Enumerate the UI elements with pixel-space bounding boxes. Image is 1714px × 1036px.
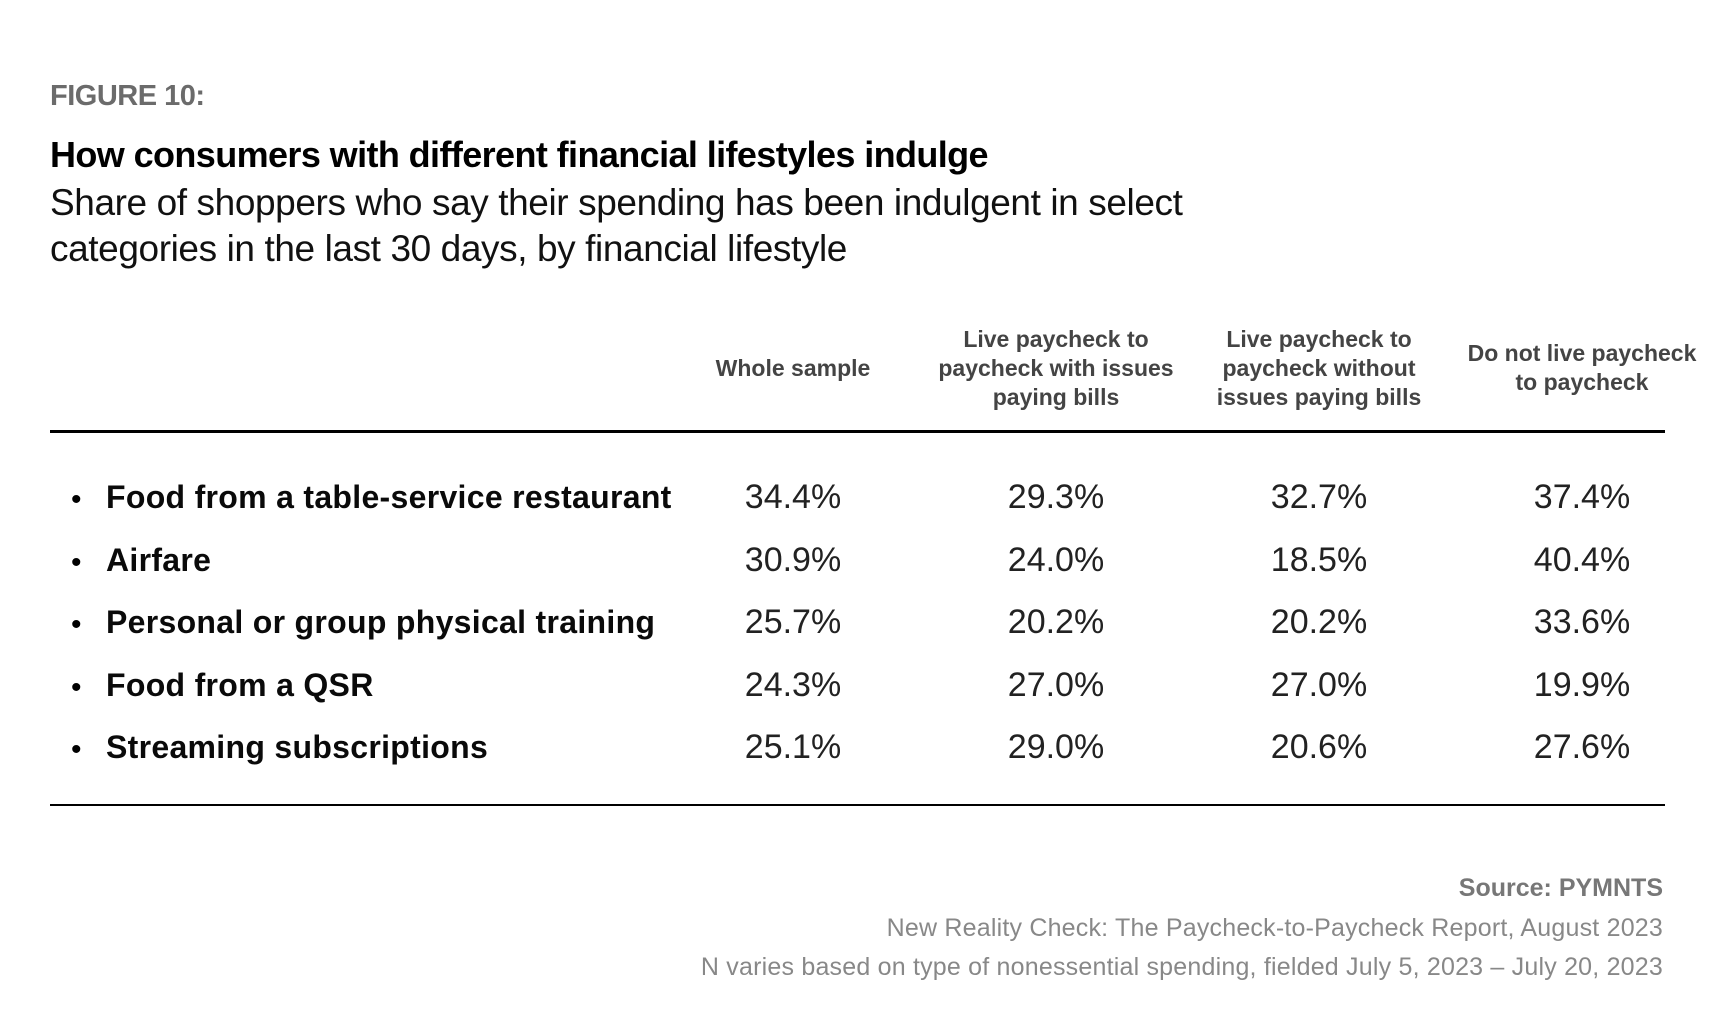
report-note: New Reality Check: The Paycheck-to-Paych… [886, 914, 1663, 942]
table-cell: 27.0% [1270, 665, 1368, 704]
table-cell: 18.5% [1270, 540, 1368, 579]
table-cell: 24.0% [1007, 540, 1105, 579]
footer-rule [50, 804, 1665, 806]
row-label: Food from a table-service restaurant [106, 479, 672, 515]
table-row: • Streaming subscriptions 25.1% 29.0% 20.6% 2… [0, 725, 1714, 775]
bullet-icon: • [71, 545, 82, 579]
bullet-icon: • [71, 670, 82, 704]
table-cell: 27.6% [1533, 728, 1631, 766]
table-cell: 29.0% [1007, 728, 1105, 766]
table-cell: 20.6% [1270, 728, 1368, 766]
table-cell: 29.3% [1007, 478, 1105, 516]
row-label: Streaming subscriptions [106, 729, 489, 765]
row-label: Airfare [106, 541, 212, 578]
column-header-ptp-with-issues: Live paycheck to paycheck with issues pa… [938, 325, 1174, 410]
table-cell: 34.4% [744, 478, 842, 516]
bullet-icon: • [71, 733, 82, 766]
chart-subtitle: Share of shoppers who say their spending… [50, 182, 1183, 269]
table-cell: 19.9% [1533, 665, 1631, 704]
column-header-whole-sample: Whole sample [715, 354, 871, 381]
table-cell: 32.7% [1270, 478, 1368, 516]
source-text: Source: PYMNTS [1458, 874, 1663, 902]
bullet-icon: • [71, 608, 82, 641]
table-cell: 37.4% [1533, 478, 1631, 516]
table-cell: 40.4% [1533, 540, 1631, 579]
table-row: • Food from a QSR 24.3% 27.0% 27.0% 19.9% [0, 663, 1714, 713]
table-row: • Airfare 30.9% 24.0% 18.5% 40.4% [0, 538, 1714, 588]
column-header-ptp-without-issues: Live paycheck to paycheck without issues… [1216, 325, 1422, 410]
table-cell: 20.2% [1270, 603, 1368, 641]
table-cell: 25.7% [744, 603, 842, 641]
figure-label: FIGURE 10: [50, 80, 205, 112]
row-label: Personal or group physical training [106, 604, 656, 640]
table-cell: 20.2% [1007, 603, 1105, 641]
table-cell: 24.3% [744, 665, 842, 704]
header-rule [50, 430, 1665, 433]
table-row: • Food from a table-service restaurant 34.… [0, 475, 1714, 525]
table-cell: 25.1% [744, 728, 842, 766]
table-cell: 30.9% [744, 540, 842, 579]
table-row: • Personal or group physical training 25.7… [0, 600, 1714, 650]
bullet-icon: • [71, 483, 82, 516]
chart-title: How consumers with different financial l… [50, 134, 989, 175]
table-cell: 33.6% [1533, 603, 1631, 641]
column-header-not-ptp: Do not live paycheck to paycheck [1467, 340, 1697, 395]
table-cell: 27.0% [1007, 665, 1105, 704]
sample-note: N varies based on type of nonessential s… [700, 953, 1663, 981]
row-label: Food from a QSR [106, 666, 374, 703]
